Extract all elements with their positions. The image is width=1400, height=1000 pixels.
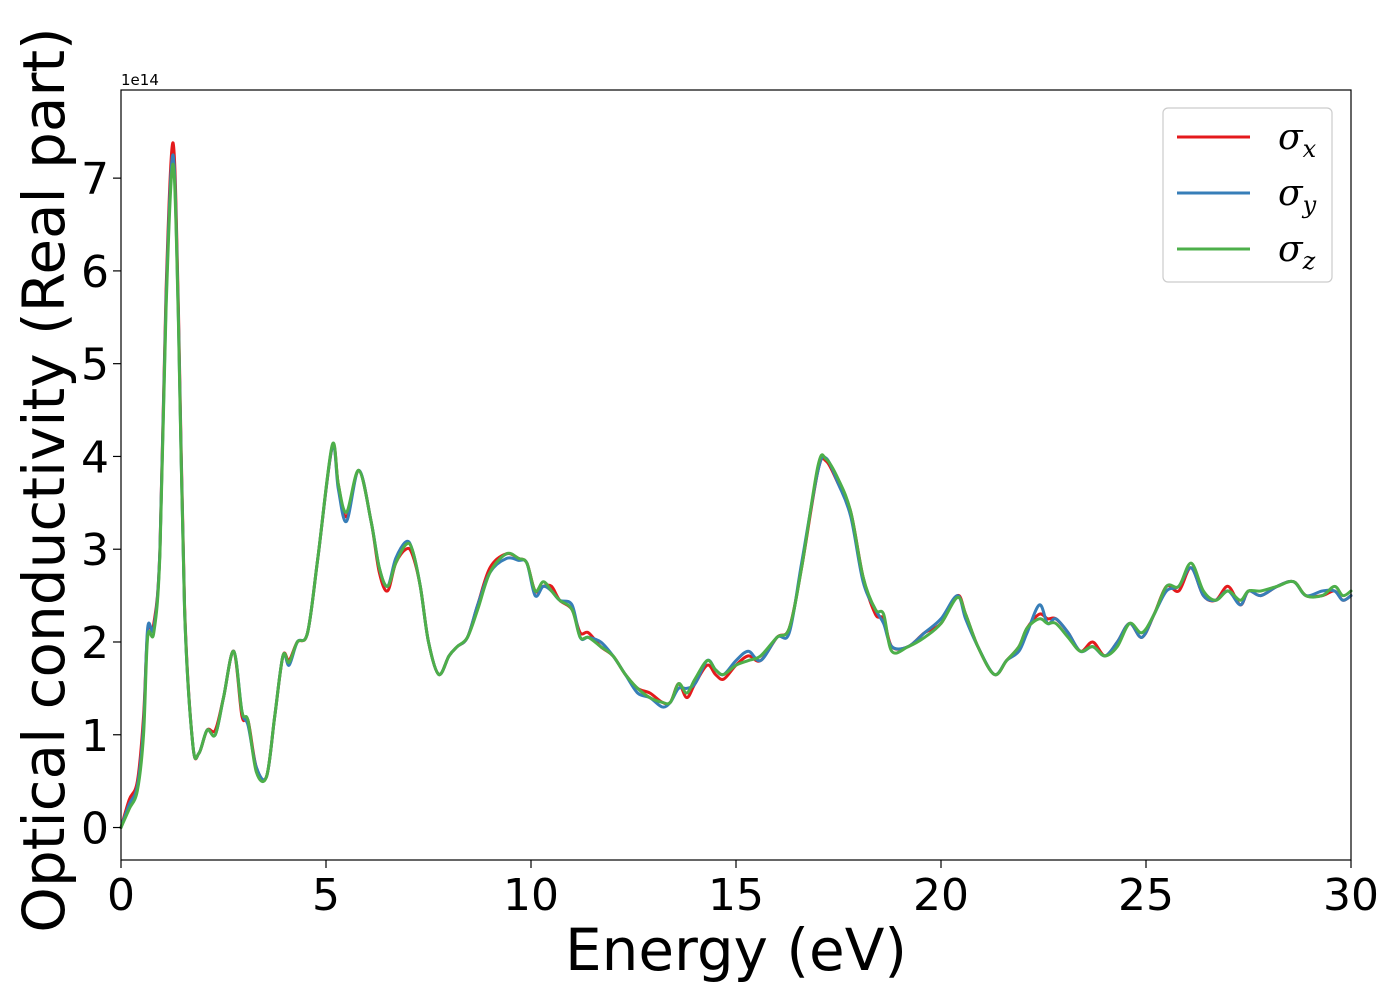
x-tick-label: 0: [107, 870, 135, 921]
legend-label: σx: [1278, 117, 1317, 163]
x-axis-label: Energy (eV): [565, 916, 907, 984]
x-axis-ticks: 0 5 10 15 20 25 30: [107, 860, 1379, 921]
legend-box: [1162, 107, 1333, 283]
x-tick-label: 20: [913, 870, 969, 921]
legend-label: σy: [1278, 173, 1317, 219]
x-tick-label: 15: [708, 870, 764, 921]
y-tick-label: 1: [81, 711, 109, 762]
x-tick-label: 30: [1323, 870, 1379, 921]
x-tick-label: 5: [312, 870, 340, 921]
x-tick-label: 25: [1118, 870, 1174, 921]
series-lines: [119, 141, 1353, 830]
x-tick-label: 10: [503, 870, 559, 921]
y-axis-label: Optical conductivity (Real part): [10, 27, 78, 932]
legend: σx σy σz: [1162, 107, 1333, 283]
legend-label: σz: [1278, 229, 1316, 275]
y-tick-label: 5: [81, 340, 109, 391]
y-offset-label: 1e14: [121, 71, 159, 89]
y-tick-label: 2: [81, 618, 109, 669]
series-line-3: [119, 162, 1353, 830]
y-tick-label: 0: [81, 804, 109, 855]
y-tick-label: 6: [81, 247, 109, 298]
y-axis-ticks: 0 1 2 3 4 5 6 7: [81, 154, 121, 855]
y-tick-label: 3: [81, 525, 109, 576]
y-tick-label: 7: [81, 154, 109, 205]
y-tick-label: 4: [81, 432, 109, 483]
